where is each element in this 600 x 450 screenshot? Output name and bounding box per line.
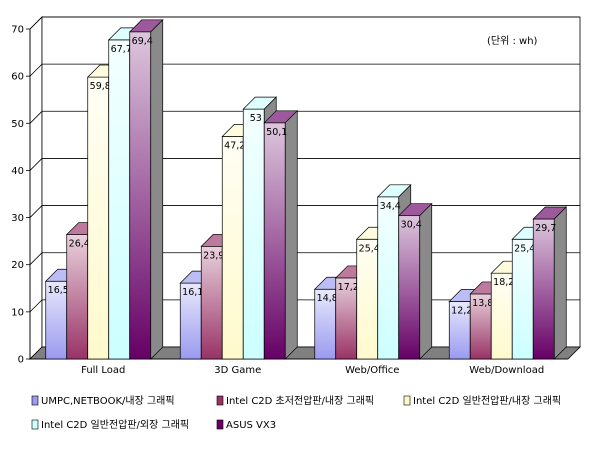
bar-side	[150, 18, 164, 360]
data-label: 14,8	[317, 293, 338, 304]
bar-group: 16,1 23,9 47,2 53 50,1	[179, 96, 299, 360]
bar-group: 16,5 26,4 59,8 67,769,4	[44, 18, 164, 360]
gridline	[29, 16, 43, 30]
bar-side	[419, 202, 433, 360]
y-tick-label: 60	[11, 72, 24, 83]
bar-front	[108, 39, 131, 360]
data-label: 18,2	[493, 277, 514, 288]
bar-front	[398, 215, 421, 360]
y-tick-label: 10	[11, 307, 24, 318]
data-label: 25,4	[514, 243, 535, 254]
data-label: 29,7	[535, 223, 556, 234]
bar-group: 14,817,2 25,4 34,430,4	[313, 183, 433, 360]
bar-front	[200, 245, 223, 360]
y-tick-label: 50	[11, 119, 24, 130]
legend-swatch	[31, 419, 39, 430]
legend-label: UMPC,NETBOOK/내장 그래픽	[41, 395, 175, 407]
legend-item: Intel C2D 일반전압판/외장 그래픽	[31, 418, 189, 431]
legend-item: Intel C2D 초저전압판/내장 그래픽	[216, 394, 374, 407]
data-label: 12,2	[451, 305, 472, 316]
bar-side	[284, 109, 298, 360]
data-label: 67,7	[111, 44, 132, 55]
y-tick-label: 70	[11, 25, 24, 36]
data-label: 23,9	[203, 250, 224, 261]
gridline	[29, 299, 43, 313]
bar-front	[66, 234, 89, 360]
data-label: 50,1	[266, 127, 287, 138]
unit-note: (단위 : wh)	[487, 34, 538, 47]
data-label: 69,4	[132, 36, 153, 47]
bar-front	[511, 238, 534, 360]
category-labels: Full Load 3D Game Web/Office Web/Download	[81, 365, 544, 376]
y-tick-label: 40	[11, 166, 24, 177]
data-label: 26,4	[69, 239, 90, 250]
bar-front	[221, 136, 244, 360]
x-tick-label: 3D Game	[214, 365, 261, 376]
legend-label: Intel C2D 일반전압판/내장 그래픽	[413, 394, 561, 407]
bar-front	[532, 218, 555, 360]
bar: 29,7	[532, 206, 568, 360]
x-tick-label: Web/Download	[469, 365, 544, 376]
legend-swatch	[31, 395, 39, 406]
bar-front	[377, 196, 400, 360]
y-tick-label: 0	[18, 355, 24, 366]
data-label: 34,4	[380, 201, 401, 212]
bar-side	[553, 206, 567, 360]
bar: 50,1	[263, 109, 299, 360]
legend-label: Intel C2D 초저전압판/내장 그래픽	[226, 394, 374, 407]
gridline	[29, 63, 43, 77]
legend-swatch	[216, 419, 224, 430]
bars: 16,5 26,4 59,8 67,769,4 16,1 23,9 47,2 53 50,1 14…	[44, 18, 568, 360]
x-tick-label: Web/Office	[345, 365, 399, 376]
gridline	[29, 111, 43, 124]
side-wall	[29, 16, 43, 360]
bar-front	[242, 108, 265, 360]
bar-group: 12,213,818,2 25,429,7	[448, 206, 568, 360]
bar: 69,4	[128, 18, 164, 360]
bar-front	[129, 31, 152, 360]
legend-label: Intel C2D 일반전압판/외장 그래픽	[41, 418, 189, 431]
data-label: 59,8	[90, 81, 111, 92]
data-label: 17,2	[338, 282, 359, 293]
y-tick-label: 30	[11, 213, 24, 224]
data-label: 16,5	[48, 285, 69, 296]
data-label: 53	[250, 113, 262, 124]
gridline	[29, 158, 43, 171]
legend-item: ASUS VX3	[216, 419, 276, 431]
bar-front	[87, 76, 110, 360]
gridline	[29, 205, 43, 218]
gridline	[29, 252, 43, 265]
legend-swatch	[403, 395, 411, 406]
data-label: 16,1	[182, 287, 203, 298]
legend: UMPC,NETBOOK/내장 그래픽 Intel C2D 초저전압판/내장 그래…	[31, 394, 561, 431]
data-label: 47,2	[224, 140, 245, 151]
legend-item: Intel C2D 일반전압판/내장 그래픽	[403, 394, 561, 407]
y-tick-label: 20	[11, 260, 24, 271]
bar: 30,4	[397, 202, 433, 360]
data-label: 13,8	[472, 298, 493, 309]
legend-label: ASUS VX3	[226, 420, 276, 431]
bar-front	[356, 238, 379, 360]
data-label: 25,4	[359, 243, 380, 254]
legend-item: UMPC,NETBOOK/내장 그래픽	[31, 395, 175, 407]
legend-swatch	[216, 395, 224, 406]
data-label: 30,4	[401, 220, 422, 231]
bar-front	[263, 122, 286, 360]
x-tick-label: Full Load	[81, 365, 125, 376]
